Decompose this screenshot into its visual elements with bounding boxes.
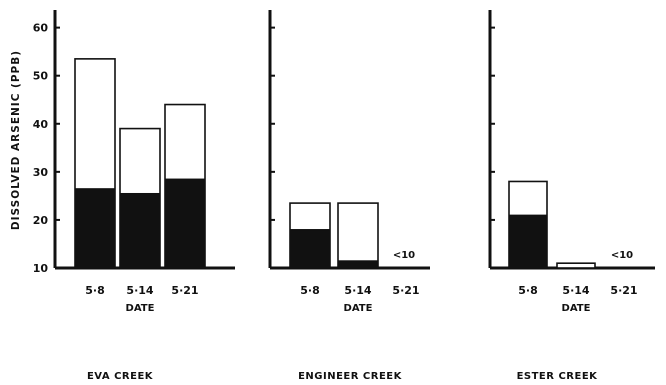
x-tick-label: 5·8 xyxy=(300,284,320,297)
y-tick-label: 60 xyxy=(33,22,49,35)
y-axis-title: DISSOLVED ARSENIC (PPB) xyxy=(10,50,22,230)
panel-title: ESTER CREEK xyxy=(517,371,599,381)
bar-lower-segment xyxy=(119,192,161,269)
panel-eva-creek: 10 20 30 40 50 60 5·8 5·14 5·21 DATE EVA CREEK xyxy=(33,10,235,382)
x-tick-label: 5·21 xyxy=(610,284,637,297)
y-tick-label: 10 xyxy=(33,262,49,275)
x-tick-label: 5·14 xyxy=(344,284,371,297)
below-detection-annotation: <10 xyxy=(393,250,415,261)
x-tick-label: 5·8 xyxy=(85,284,105,297)
x-axis-title: DATE xyxy=(126,303,155,314)
y-tick-label: 50 xyxy=(33,70,49,83)
bar-lower-segment xyxy=(508,214,548,269)
below-detection-annotation: <10 xyxy=(611,250,633,261)
x-tick-label: 5·21 xyxy=(171,284,198,297)
bar-lower-segment xyxy=(337,260,379,269)
bar-upper-segment xyxy=(337,202,379,269)
panel-engineer-creek: 5·8 5·14 5·21 <10 DATE ENGINEER CREEK xyxy=(268,10,430,382)
y-tick-label: 30 xyxy=(33,166,49,179)
x-tick-label: 5·8 xyxy=(518,284,538,297)
panel-title: ENGINEER CREEK xyxy=(298,371,403,381)
bar-lower-segment xyxy=(164,178,206,269)
x-tick-label: 5·21 xyxy=(392,284,419,297)
x-tick-label: 5·14 xyxy=(126,284,153,297)
bar-lower-segment xyxy=(74,188,116,269)
bar-lower-segment xyxy=(289,229,331,269)
x-axis-title: DATE xyxy=(344,303,373,314)
y-tick-label: 20 xyxy=(33,214,49,227)
x-axis-title: DATE xyxy=(562,303,591,314)
x-tick-label: 5·14 xyxy=(562,284,589,297)
bar-upper-segment xyxy=(556,262,596,269)
y-tick-label: 40 xyxy=(33,118,49,131)
panel-title: EVA CREEK xyxy=(87,371,154,381)
panel-ester-creek: 5·8 5·14 5·21 <10 DATE ESTER CREEK xyxy=(488,10,655,382)
